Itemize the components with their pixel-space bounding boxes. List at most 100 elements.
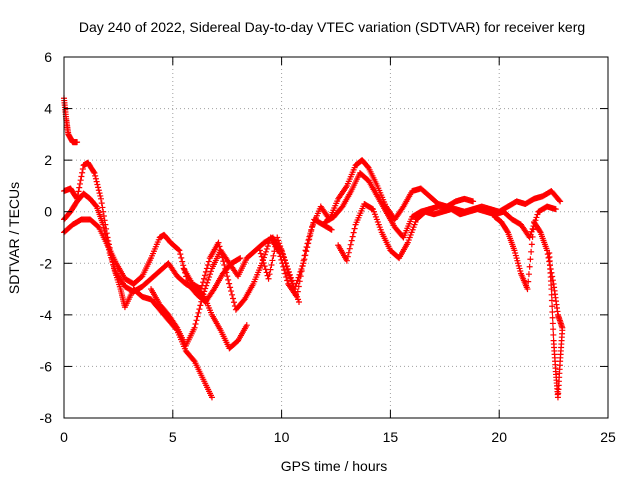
data-point-track-k	[559, 327, 566, 334]
data-point-track-e	[198, 298, 205, 305]
data-point-track-i	[348, 237, 355, 244]
data-point-track-f	[222, 265, 229, 272]
data-point-track-b	[99, 204, 106, 211]
y-tick-label: -6	[40, 358, 53, 374]
data-point-track-g	[301, 256, 308, 263]
data-point-track-f	[203, 265, 210, 272]
data-point-track-i	[345, 249, 352, 256]
data-point-track-c	[102, 231, 109, 238]
data-point-track-g	[470, 198, 477, 205]
data-point-track-j	[525, 271, 532, 278]
data-point-track-e	[197, 302, 204, 309]
data-point-track-b	[79, 169, 86, 176]
data-point-track-e	[195, 309, 202, 316]
data-point-track-g	[308, 228, 315, 235]
data-point-track-d	[176, 247, 183, 254]
data-point-track-g	[294, 277, 301, 284]
data-point-track-e	[191, 324, 198, 331]
data-point-track-k	[548, 291, 555, 298]
data-point-track-g	[269, 257, 276, 264]
data-point-track-b	[92, 175, 99, 182]
data-point-track-b	[190, 357, 197, 364]
data-point-track-g	[270, 252, 277, 259]
data-point-track-j	[545, 254, 552, 261]
y-tick-label: 0	[44, 204, 52, 220]
data-point-track-j	[528, 241, 535, 248]
data-point-track-g	[257, 250, 264, 257]
data-point-track-k	[549, 308, 556, 315]
data-point-track-b	[76, 180, 83, 187]
y-tick-label: 2	[44, 152, 52, 168]
data-point-track-f	[281, 267, 288, 274]
data-point-track-j	[536, 228, 543, 235]
data-point-track-f	[263, 245, 270, 252]
data-point-track-g	[291, 286, 298, 293]
data-point-track-g	[300, 260, 307, 267]
data-point-track-b	[76, 184, 83, 191]
data-point-track-b	[79, 166, 86, 173]
data-point-track-f	[221, 262, 228, 269]
data-point-track-i	[552, 206, 559, 213]
data-point-track-b	[91, 170, 98, 177]
data-point-track-j	[527, 256, 534, 263]
data-point-track-f	[226, 280, 233, 287]
data-point-track-d	[178, 254, 185, 261]
data-point-track-a	[74, 139, 81, 146]
data-point-track-f	[224, 273, 231, 280]
data-point-track-e	[206, 274, 213, 281]
data-point-track-g	[268, 262, 275, 269]
data-point-track-e	[296, 298, 303, 305]
y-tick-label: -8	[40, 410, 53, 426]
data-point-track-e	[201, 288, 208, 295]
data-point-track-f	[220, 258, 227, 265]
data-point-track-g	[305, 240, 312, 247]
data-point-track-f	[216, 243, 223, 250]
data-point-track-k	[549, 303, 556, 310]
data-point-track-g	[302, 252, 309, 259]
data-point-track-j	[528, 248, 535, 255]
data-point-track-g	[306, 236, 313, 243]
data-point-track-b	[93, 178, 100, 185]
data-point-track-i	[350, 229, 357, 236]
data-point-track-e	[194, 313, 201, 320]
data-point-track-f	[217, 247, 224, 254]
data-point-track-f	[225, 276, 232, 283]
data-point-track-f	[200, 279, 207, 286]
data-points	[61, 95, 566, 401]
x-tick-label: 15	[383, 429, 399, 445]
data-point-track-g	[284, 266, 291, 273]
data-point-track-g	[259, 256, 266, 263]
data-point-track-g	[278, 245, 285, 252]
data-point-track-e	[205, 276, 212, 283]
data-point-track-i	[343, 257, 350, 264]
data-point-track-f	[200, 275, 207, 282]
data-point-track-f	[276, 249, 283, 256]
data-point-track-f	[205, 258, 212, 265]
x-tick-labels: 0 5 10 15 20 25	[60, 429, 616, 445]
data-point-track-b	[77, 177, 84, 184]
data-point-track-i	[534, 211, 541, 218]
data-point-track-j	[526, 263, 533, 270]
data-point-track-g	[282, 260, 289, 267]
plot-frame	[63, 56, 609, 419]
data-point-track-d	[179, 258, 186, 265]
axis-ticks	[63, 56, 609, 419]
data-point-track-e	[207, 271, 214, 278]
data-point-track-e	[193, 317, 200, 324]
data-point-track-b	[95, 187, 102, 194]
data-point-track-c	[100, 221, 107, 228]
data-point-track-b	[75, 188, 82, 195]
data-point-track-i	[349, 233, 356, 240]
data-point-track-f	[227, 284, 234, 291]
data-point-track-k	[550, 326, 557, 333]
data-point-track-d	[237, 255, 244, 262]
data-point-track-g	[271, 248, 278, 255]
data-point-track-g	[267, 266, 274, 273]
data-point-track-i	[347, 241, 354, 248]
data-point-track-g	[276, 240, 283, 247]
data-point-track-f	[230, 299, 237, 306]
chart-title: Day 240 of 2022, Sidereal Day-to-day VTE…	[79, 19, 585, 35]
data-point-track-f	[204, 262, 211, 269]
data-point-track-f	[199, 282, 206, 289]
